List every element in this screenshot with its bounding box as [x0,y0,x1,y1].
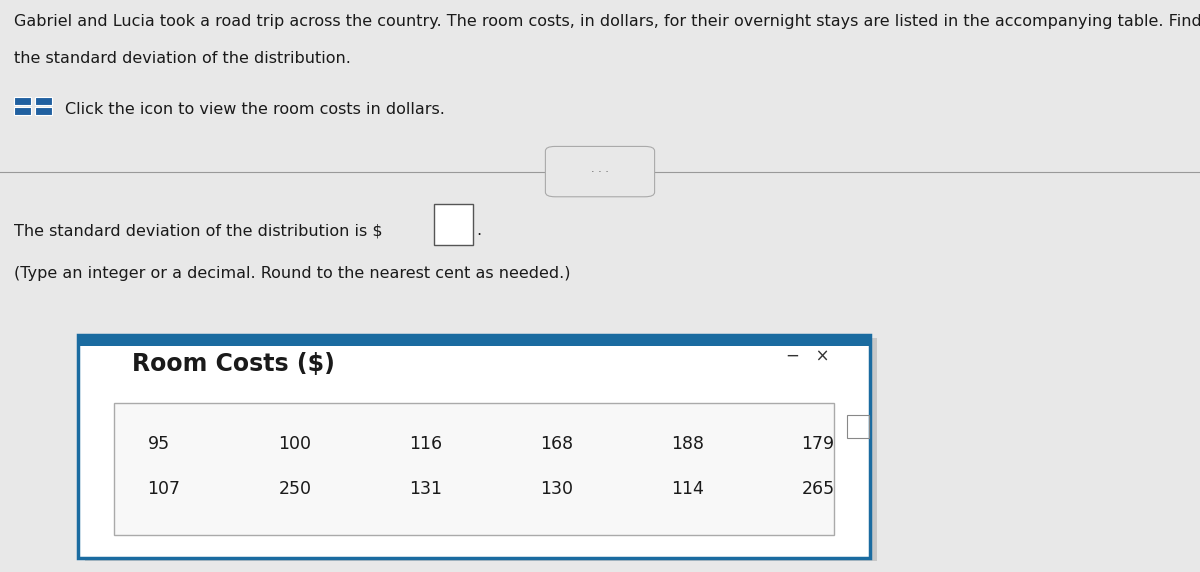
FancyBboxPatch shape [434,204,473,245]
Text: 130: 130 [540,480,574,498]
FancyBboxPatch shape [35,97,52,105]
Text: 168: 168 [540,435,574,452]
FancyBboxPatch shape [114,403,834,535]
FancyBboxPatch shape [545,146,655,197]
Text: 265: 265 [802,480,835,498]
FancyBboxPatch shape [85,338,877,561]
Text: 107: 107 [148,480,180,498]
FancyBboxPatch shape [14,97,31,105]
Text: Gabriel and Lucia took a road trip across the country. The room costs, in dollar: Gabriel and Lucia took a road trip acros… [14,14,1200,29]
Text: 188: 188 [671,435,704,452]
Text: 250: 250 [278,480,312,498]
Text: the standard deviation of the distribution.: the standard deviation of the distributi… [14,51,352,66]
FancyBboxPatch shape [35,107,52,115]
Text: The standard deviation of the distribution is $: The standard deviation of the distributi… [14,223,383,238]
Text: 131: 131 [409,480,443,498]
Text: 179: 179 [802,435,835,452]
Text: .: . [476,223,481,238]
Text: −   ×: − × [786,347,829,365]
FancyBboxPatch shape [78,335,870,558]
Text: 95: 95 [148,435,169,452]
FancyBboxPatch shape [78,335,870,346]
Text: 114: 114 [671,480,703,498]
Text: (Type an integer or a decimal. Round to the nearest cent as needed.): (Type an integer or a decimal. Round to … [14,266,571,281]
Text: Click the icon to view the room costs in dollars.: Click the icon to view the room costs in… [65,102,445,117]
Text: · · ·: · · · [592,166,608,177]
Text: 116: 116 [409,435,443,452]
Text: Room Costs ($): Room Costs ($) [132,352,335,376]
Text: 100: 100 [278,435,312,452]
FancyBboxPatch shape [14,107,31,115]
